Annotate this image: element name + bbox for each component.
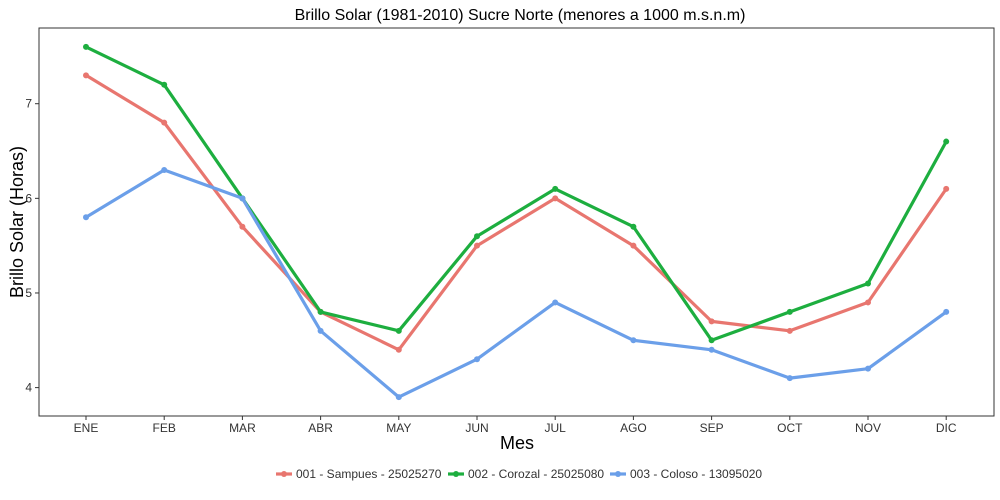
data-point: [943, 185, 950, 192]
data-point: [317, 308, 324, 315]
data-point: [630, 223, 637, 230]
data-point: [239, 195, 246, 202]
series-layer: [83, 43, 950, 401]
data-point: [395, 327, 402, 334]
legend-item: 003 - Coloso - 13095020: [610, 467, 762, 481]
series-2: [83, 43, 950, 344]
data-point: [630, 337, 637, 344]
y-axis: 4 5 6 7: [25, 97, 39, 395]
data-point: [786, 327, 793, 334]
x-tick-label: FEB: [153, 421, 176, 435]
series-line: [84, 73, 948, 352]
data-point: [865, 280, 871, 287]
y-tick-label: 6: [25, 191, 32, 205]
data-point: [239, 223, 246, 230]
data-point: [474, 233, 480, 240]
data-point: [83, 43, 89, 50]
legend-label: 002 - Corozal - 25025080: [468, 467, 604, 481]
legend-item: 002 - Corozal - 25025080: [448, 467, 604, 481]
legend-label: 001 - Sampues - 25025270: [296, 467, 442, 481]
data-point: [161, 166, 168, 173]
data-point: [708, 318, 715, 325]
data-point: [865, 365, 871, 372]
data-point: [395, 346, 402, 353]
x-tick-label: DIC: [936, 421, 957, 435]
data-point: [552, 185, 559, 192]
legend-key-point: [615, 471, 621, 477]
data-point: [552, 299, 559, 306]
y-tick-label: 5: [25, 286, 32, 300]
x-axis-title: Mes: [500, 433, 534, 453]
y-tick-label: 4: [25, 381, 32, 395]
series-1: [83, 72, 950, 353]
data-point: [474, 242, 480, 249]
series-line: [84, 45, 948, 342]
x-tick-label: SEP: [700, 421, 724, 435]
data-point: [865, 299, 871, 306]
chart-title: Brillo Solar (1981-2010) Sucre Norte (me…: [295, 7, 746, 24]
legend: 001 - Sampues - 25025270 002 - Corozal - …: [276, 467, 762, 481]
y-axis-title: Brillo Solar (Horas): [7, 146, 27, 298]
data-point: [83, 72, 89, 79]
x-tick-label: ABR: [308, 421, 333, 435]
x-tick-label: JUN: [465, 421, 488, 435]
legend-key-point: [453, 471, 459, 477]
data-point: [943, 138, 950, 145]
x-tick-label: NOV: [855, 421, 881, 435]
x-axis: ENE FEB MAR ABR MAY JUN JUL AGO SEP OCT NOV DIC: [74, 416, 957, 435]
data-point: [83, 214, 89, 221]
y-tick-label: 7: [25, 97, 32, 111]
legend-key-point: [281, 471, 287, 477]
x-tick-label: AGO: [620, 421, 647, 435]
x-tick-label: MAY: [386, 421, 411, 435]
x-tick-label: ENE: [74, 421, 99, 435]
data-point: [943, 308, 950, 315]
data-point: [786, 375, 793, 382]
data-point: [708, 337, 715, 344]
series-line: [84, 168, 948, 399]
data-point: [630, 242, 637, 249]
x-tick-label: MAR: [229, 421, 256, 435]
x-tick-label: JUL: [545, 421, 567, 435]
data-point: [317, 327, 324, 334]
data-point: [708, 346, 715, 353]
data-point: [161, 81, 168, 88]
data-point: [786, 308, 793, 315]
legend-label: 003 - Coloso - 13095020: [630, 467, 762, 481]
data-point: [161, 119, 168, 126]
x-tick-label: OCT: [777, 421, 803, 435]
data-point: [552, 195, 559, 202]
data-point: [395, 394, 402, 401]
legend-item: 001 - Sampues - 25025270: [276, 467, 442, 481]
data-point: [474, 356, 480, 363]
series-3: [83, 166, 950, 401]
